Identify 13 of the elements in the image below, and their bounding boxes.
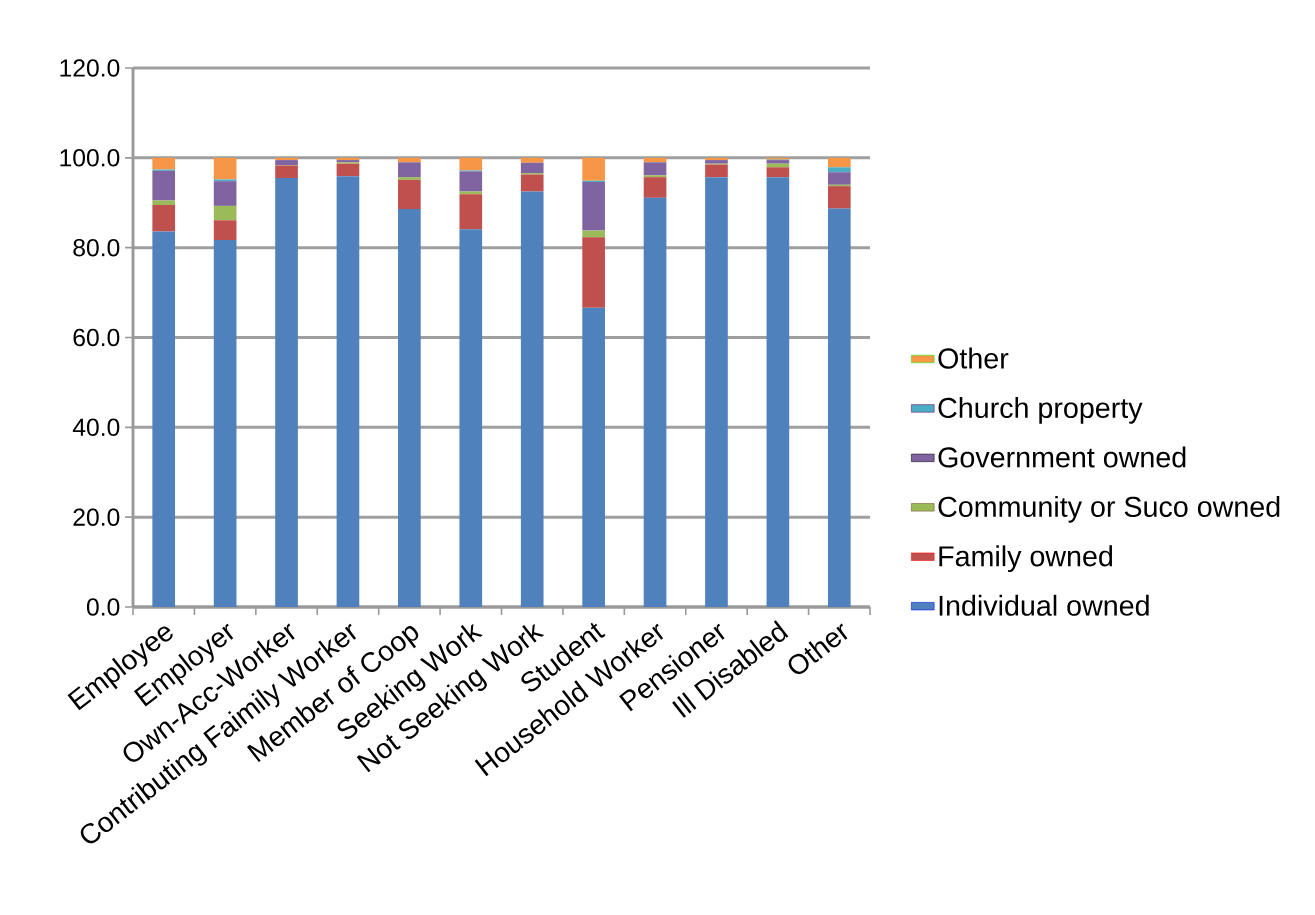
y-tick-label: 60.0 — [73, 328, 120, 347]
y-tick-label: 0.0 — [86, 598, 120, 616]
y-tick-label: 20.0 — [73, 508, 120, 526]
legend-label: Community or Suco owned — [938, 495, 1280, 523]
legend-label: Church property — [938, 397, 1143, 424]
legend-label: Individual owned — [939, 594, 1149, 616]
y-tick-label: 80.0 — [73, 238, 120, 257]
legend-label: Government owned — [938, 446, 1186, 468]
y-tick-label: 40.0 — [72, 418, 120, 437]
legend-label: Other — [938, 347, 1009, 369]
y-tick-label: 120.0 — [60, 59, 120, 77]
y-tick-label: 100.0 — [60, 149, 120, 167]
legend-label: Family owned — [939, 545, 1113, 573]
